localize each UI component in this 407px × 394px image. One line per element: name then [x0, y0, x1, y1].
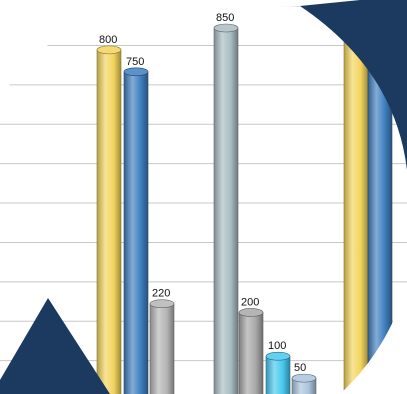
bar [96, 45, 122, 394]
bar [149, 299, 175, 394]
bar [213, 23, 239, 394]
bars [96, 6, 393, 394]
data-label: 800 [99, 34, 117, 46]
data-label: 220 [152, 288, 170, 300]
data-label: 100 [268, 340, 286, 352]
data-labels: 800 750 220 850 200 100 50 [99, 12, 306, 374]
data-label: 200 [241, 296, 259, 308]
data-label: 750 [126, 56, 144, 68]
navy-frame-bottom-left [0, 298, 110, 394]
bar [265, 351, 291, 394]
bar [238, 308, 264, 394]
bar [291, 373, 317, 394]
bar [123, 67, 149, 394]
data-label: 50 [294, 362, 306, 374]
navy-frame-top-right [300, 0, 407, 170]
data-label: 850 [216, 12, 234, 24]
